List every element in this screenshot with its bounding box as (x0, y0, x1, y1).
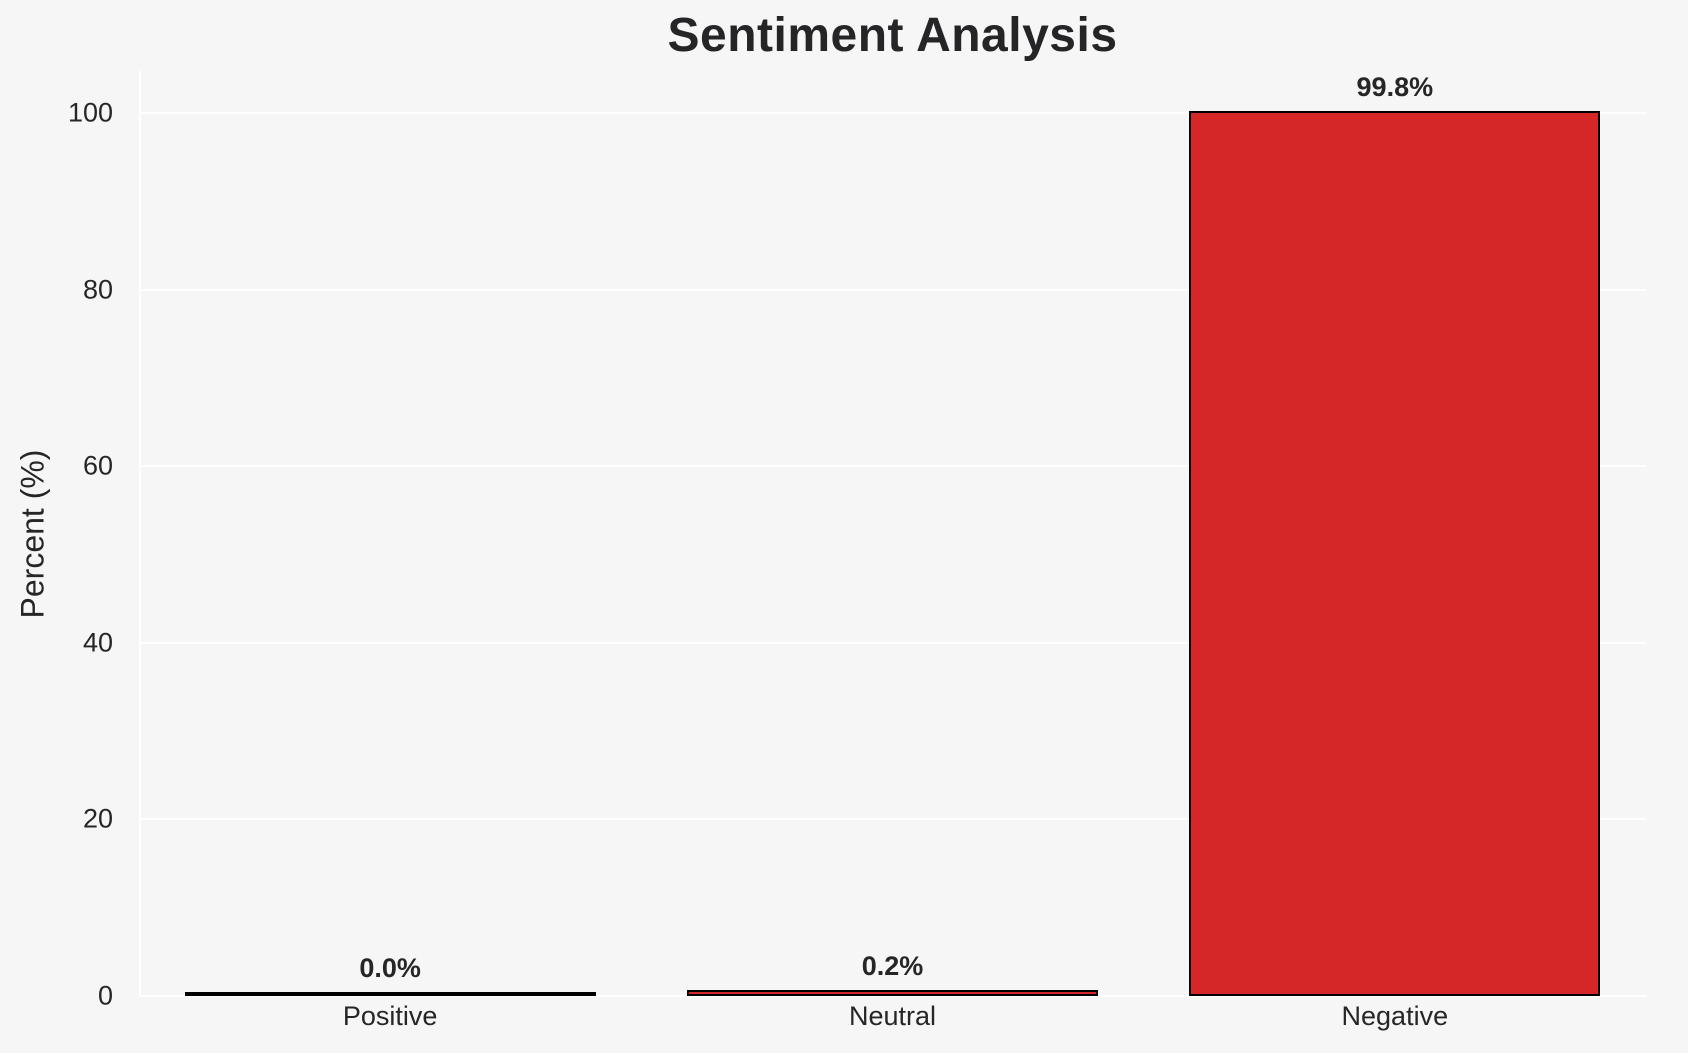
x-tick-negative: Negative (1341, 1001, 1449, 1031)
gridline-horizontal (139, 288, 1646, 291)
gridline-horizontal (139, 641, 1646, 644)
bar-negative (1189, 111, 1601, 996)
gridline-horizontal (139, 465, 1646, 468)
chart-title: Sentiment Analysis (667, 9, 1118, 62)
gridline-horizontal (139, 112, 1646, 115)
y-tick-20: 20 (82, 803, 113, 834)
bar-positive (184, 992, 596, 996)
bar-series: 0.0% 0.2% 99.8% (139, 71, 1646, 996)
y-axis-tick-labels: 0 20 40 60 80 100 (0, 71, 127, 1009)
y-tick-60: 60 (82, 450, 113, 481)
y-tick-0: 0 (97, 980, 113, 1011)
y-tick-100: 100 (67, 97, 113, 128)
x-tick-neutral: Neutral (848, 1001, 937, 1031)
bar-slot-positive: 0.0% (139, 71, 641, 996)
gridline-horizontal (139, 995, 1646, 997)
bar-value-label-negative: 99.8% (1356, 72, 1434, 103)
x-tick-positive: Positive (342, 1001, 438, 1031)
bar-neutral (687, 990, 1098, 996)
y-tick-40: 40 (82, 627, 113, 658)
plot-area: 0.0% 0.2% 99.8% (139, 71, 1646, 997)
bar-value-label-neutral: 0.2% (861, 951, 924, 982)
bar-value-label-positive: 0.0% (359, 953, 421, 983)
gridline-horizontal (139, 818, 1646, 821)
y-tick-80: 80 (82, 274, 113, 305)
bar-slot-neutral: 0.2% (641, 71, 1143, 996)
bar-slot-negative: 99.8% (1144, 71, 1646, 996)
x-axis-tick-labels: Positive Neutral Negative (139, 1001, 1646, 1032)
gridline-vertical (139, 71, 141, 996)
